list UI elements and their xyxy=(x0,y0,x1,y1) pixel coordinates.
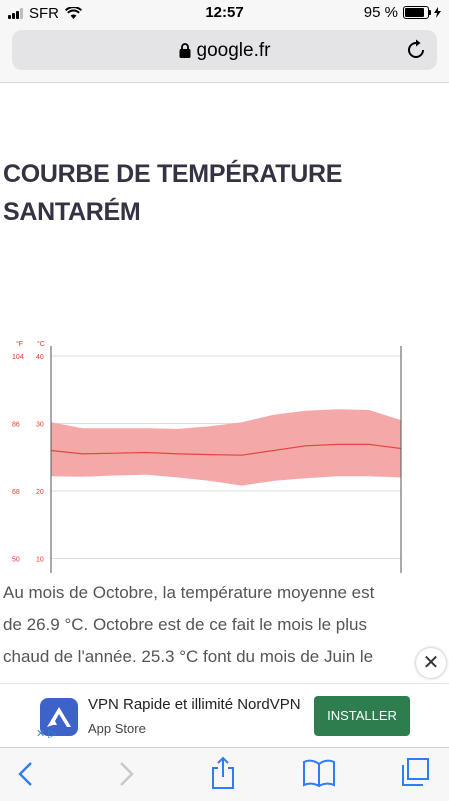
install-button[interactable]: INSTALLER xyxy=(314,696,410,736)
tabs-icon[interactable] xyxy=(400,757,430,787)
bookmarks-icon[interactable] xyxy=(302,758,336,788)
para-line-2: de 26.9 °C. Octobre est de ce fait le mo… xyxy=(3,615,367,634)
para-line-3: chaud de l'année. 25.3 °C font du mois d… xyxy=(3,647,374,666)
share-icon[interactable] xyxy=(210,756,236,790)
clock: 12:57 xyxy=(205,4,244,21)
forward-icon[interactable] xyxy=(116,760,136,788)
status-right: 95 % xyxy=(364,4,441,21)
range-band xyxy=(51,409,401,486)
y-tick-f: 68 xyxy=(12,489,20,496)
browser-toolbar xyxy=(0,747,449,801)
battery-percent: 95 % xyxy=(363,4,398,21)
mean-line xyxy=(50,443,402,456)
y-tick-f: 50 xyxy=(12,557,20,564)
unit-f-label: °F xyxy=(16,340,23,348)
ad-banner[interactable]: ✕ ✕ ▷ VPN Rapide et illimité NordVPN App… xyxy=(0,648,449,747)
lock-icon xyxy=(179,43,191,59)
y-tick-f: 104 xyxy=(12,354,24,361)
status-left: SFR xyxy=(8,5,82,22)
signal-icon xyxy=(8,8,23,19)
para-line-1: Au mois de Octobre, la température moyen… xyxy=(3,583,375,602)
y-tick-c: 10 xyxy=(36,557,44,564)
address-bar[interactable]: google.fr xyxy=(12,30,437,70)
y-tick-f: 86 xyxy=(12,422,20,429)
ad-title: VPN Rapide et illimité NordVPN xyxy=(88,696,301,713)
status-bar: SFR 12:57 95 % xyxy=(0,0,449,26)
url-text: google.fr xyxy=(196,40,271,61)
title-line-2: SANTARÉM xyxy=(3,198,141,226)
charging-icon xyxy=(434,7,441,18)
adchoices-icon[interactable]: ✕ ▷ xyxy=(36,728,57,740)
app-icon xyxy=(40,698,78,736)
back-icon[interactable] xyxy=(16,760,36,788)
y-tick-c: 30 xyxy=(36,422,44,429)
title-line-1: COURBE DE TEMPÉRATURE xyxy=(3,160,343,188)
temperature-chart: °F°C032105020683086401040102030405060708… xyxy=(12,340,402,573)
battery-icon xyxy=(403,6,431,19)
description-paragraph: Au mois de Octobre, la température moyen… xyxy=(3,577,443,673)
close-icon[interactable]: ✕ xyxy=(416,648,446,678)
wifi-icon xyxy=(65,7,82,19)
page-content: COURBE DE TEMPÉRATURE SANTARÉM °F°C03210… xyxy=(0,83,449,683)
ad-subtitle: App Store xyxy=(88,721,146,736)
battery-level xyxy=(405,8,424,17)
browser-chrome: google.fr xyxy=(0,26,449,83)
reload-icon[interactable] xyxy=(405,39,427,61)
unit-c-label: °C xyxy=(37,340,45,348)
page-title: COURBE DE TEMPÉRATURE SANTARÉM xyxy=(3,155,443,231)
carrier-label: SFR xyxy=(29,5,59,22)
y-tick-c: 40 xyxy=(36,354,44,361)
y-tick-c: 20 xyxy=(36,489,44,496)
